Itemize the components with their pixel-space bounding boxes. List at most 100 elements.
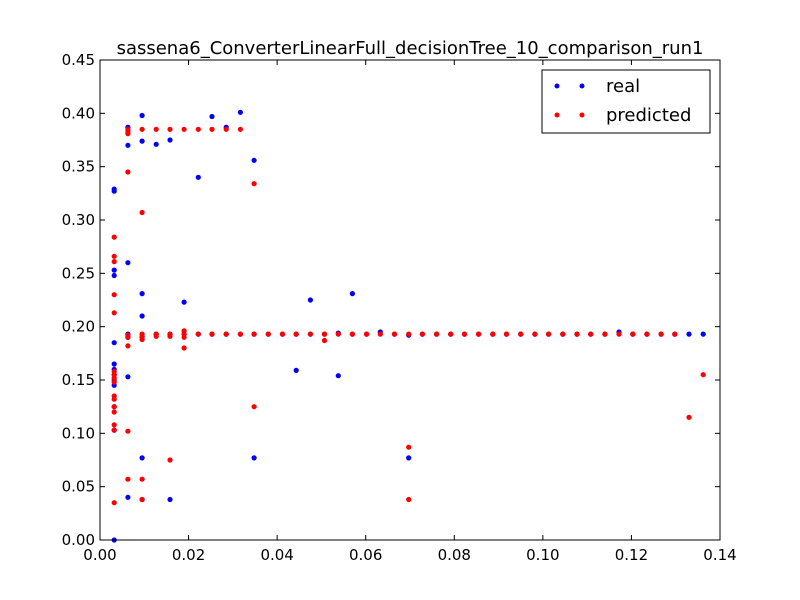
plot-frame: [99, 59, 721, 541]
point-real: [125, 374, 131, 380]
y-tick-label: 0.30: [62, 211, 95, 229]
point-predicted: [630, 331, 636, 337]
point-predicted: [700, 372, 706, 378]
legend-marker-real: [579, 83, 585, 89]
point-real: [251, 455, 257, 461]
point-predicted: [209, 126, 215, 132]
point-predicted: [672, 331, 678, 337]
point-predicted: [237, 126, 243, 132]
point-predicted: [406, 331, 412, 337]
point-real: [139, 313, 145, 319]
x-tick-label: 0.08: [438, 546, 471, 564]
x-tick-label: 0.02: [172, 546, 205, 564]
point-predicted: [125, 126, 131, 132]
point-predicted: [364, 331, 370, 337]
point-real: [237, 109, 243, 115]
point-predicted: [111, 234, 117, 240]
x-tick-label: 0.14: [703, 546, 736, 564]
point-real: [167, 496, 173, 503]
point-predicted: [546, 331, 552, 337]
point-predicted: [139, 496, 145, 503]
point-predicted: [476, 331, 482, 337]
x-tick-label: 0.06: [349, 546, 382, 564]
x-tick-label: 0.04: [260, 546, 293, 564]
point-predicted: [167, 126, 173, 132]
point-real: [406, 455, 412, 461]
point-predicted: [560, 331, 566, 337]
point-predicted: [181, 126, 187, 132]
point-predicted: [153, 126, 159, 132]
point-predicted: [406, 496, 412, 503]
point-predicted: [167, 457, 173, 463]
y-tick-label: 0.45: [62, 51, 95, 69]
point-real: [153, 141, 159, 147]
point-real: [125, 260, 131, 266]
point-predicted: [139, 476, 145, 482]
legend-label-predicted: predicted: [606, 105, 691, 126]
y-tick-label: 0.15: [62, 371, 95, 389]
point-real: [307, 297, 313, 303]
point-predicted: [181, 328, 187, 334]
point-predicted: [209, 331, 215, 337]
point-predicted: [195, 331, 201, 337]
point-predicted: [349, 331, 355, 337]
point-real: [686, 331, 692, 337]
point-predicted: [111, 292, 117, 298]
point-real: [700, 331, 706, 337]
point-real: [335, 373, 341, 379]
point-predicted: [251, 181, 257, 187]
y-tick-label: 0.00: [62, 531, 95, 549]
point-predicted: [111, 409, 117, 415]
point-real: [209, 113, 215, 120]
y-tick-label: 0.35: [62, 158, 95, 176]
point-predicted: [111, 500, 117, 506]
point-predicted: [111, 310, 117, 316]
point-predicted: [153, 331, 159, 337]
point-predicted: [181, 345, 187, 351]
y-tick-label: 0.05: [62, 478, 95, 496]
point-predicted: [223, 126, 229, 132]
point-real: [111, 361, 117, 367]
legend-box: [541, 69, 711, 134]
point-predicted: [321, 331, 328, 337]
point-predicted: [461, 331, 468, 337]
point-real: [195, 174, 201, 180]
point-predicted: [279, 331, 286, 337]
point-predicted: [518, 331, 524, 337]
point-predicted: [195, 126, 201, 132]
point-real: [181, 299, 187, 305]
point-real: [111, 186, 117, 192]
point-predicted: [125, 343, 131, 349]
point-real: [251, 157, 257, 163]
y-tick-label: 0.40: [62, 104, 95, 122]
point-predicted: [574, 331, 580, 337]
point-predicted: [251, 404, 257, 410]
x-tick-label: 0.10: [526, 546, 559, 564]
y-tick-label: 0.10: [62, 424, 95, 442]
point-predicted: [111, 427, 117, 433]
legend-label-real: real: [606, 76, 640, 97]
point-predicted: [111, 379, 117, 385]
point-predicted: [419, 331, 425, 337]
point-real: [125, 494, 131, 500]
point-predicted: [125, 169, 131, 175]
point-predicted: [125, 332, 131, 338]
point-real: [111, 272, 117, 279]
point-predicted: [139, 126, 145, 132]
point-predicted: [602, 331, 608, 337]
point-predicted: [111, 368, 117, 375]
point-predicted: [125, 476, 131, 482]
point-predicted: [686, 414, 692, 420]
x-tick-label: 0.12: [615, 546, 648, 564]
data-points: [111, 109, 706, 543]
axis-ticks: 0.00 0.02 0.04 0.06 0.08 0.10 0.12 0.14 0.00 0.05…: [62, 51, 737, 564]
point-predicted: [321, 337, 328, 344]
point-real: [167, 137, 173, 143]
point-predicted: [111, 253, 117, 259]
point-predicted: [139, 209, 145, 216]
point-predicted: [111, 404, 117, 410]
point-predicted: [658, 331, 664, 337]
point-predicted: [532, 331, 538, 337]
point-real: [111, 340, 117, 346]
